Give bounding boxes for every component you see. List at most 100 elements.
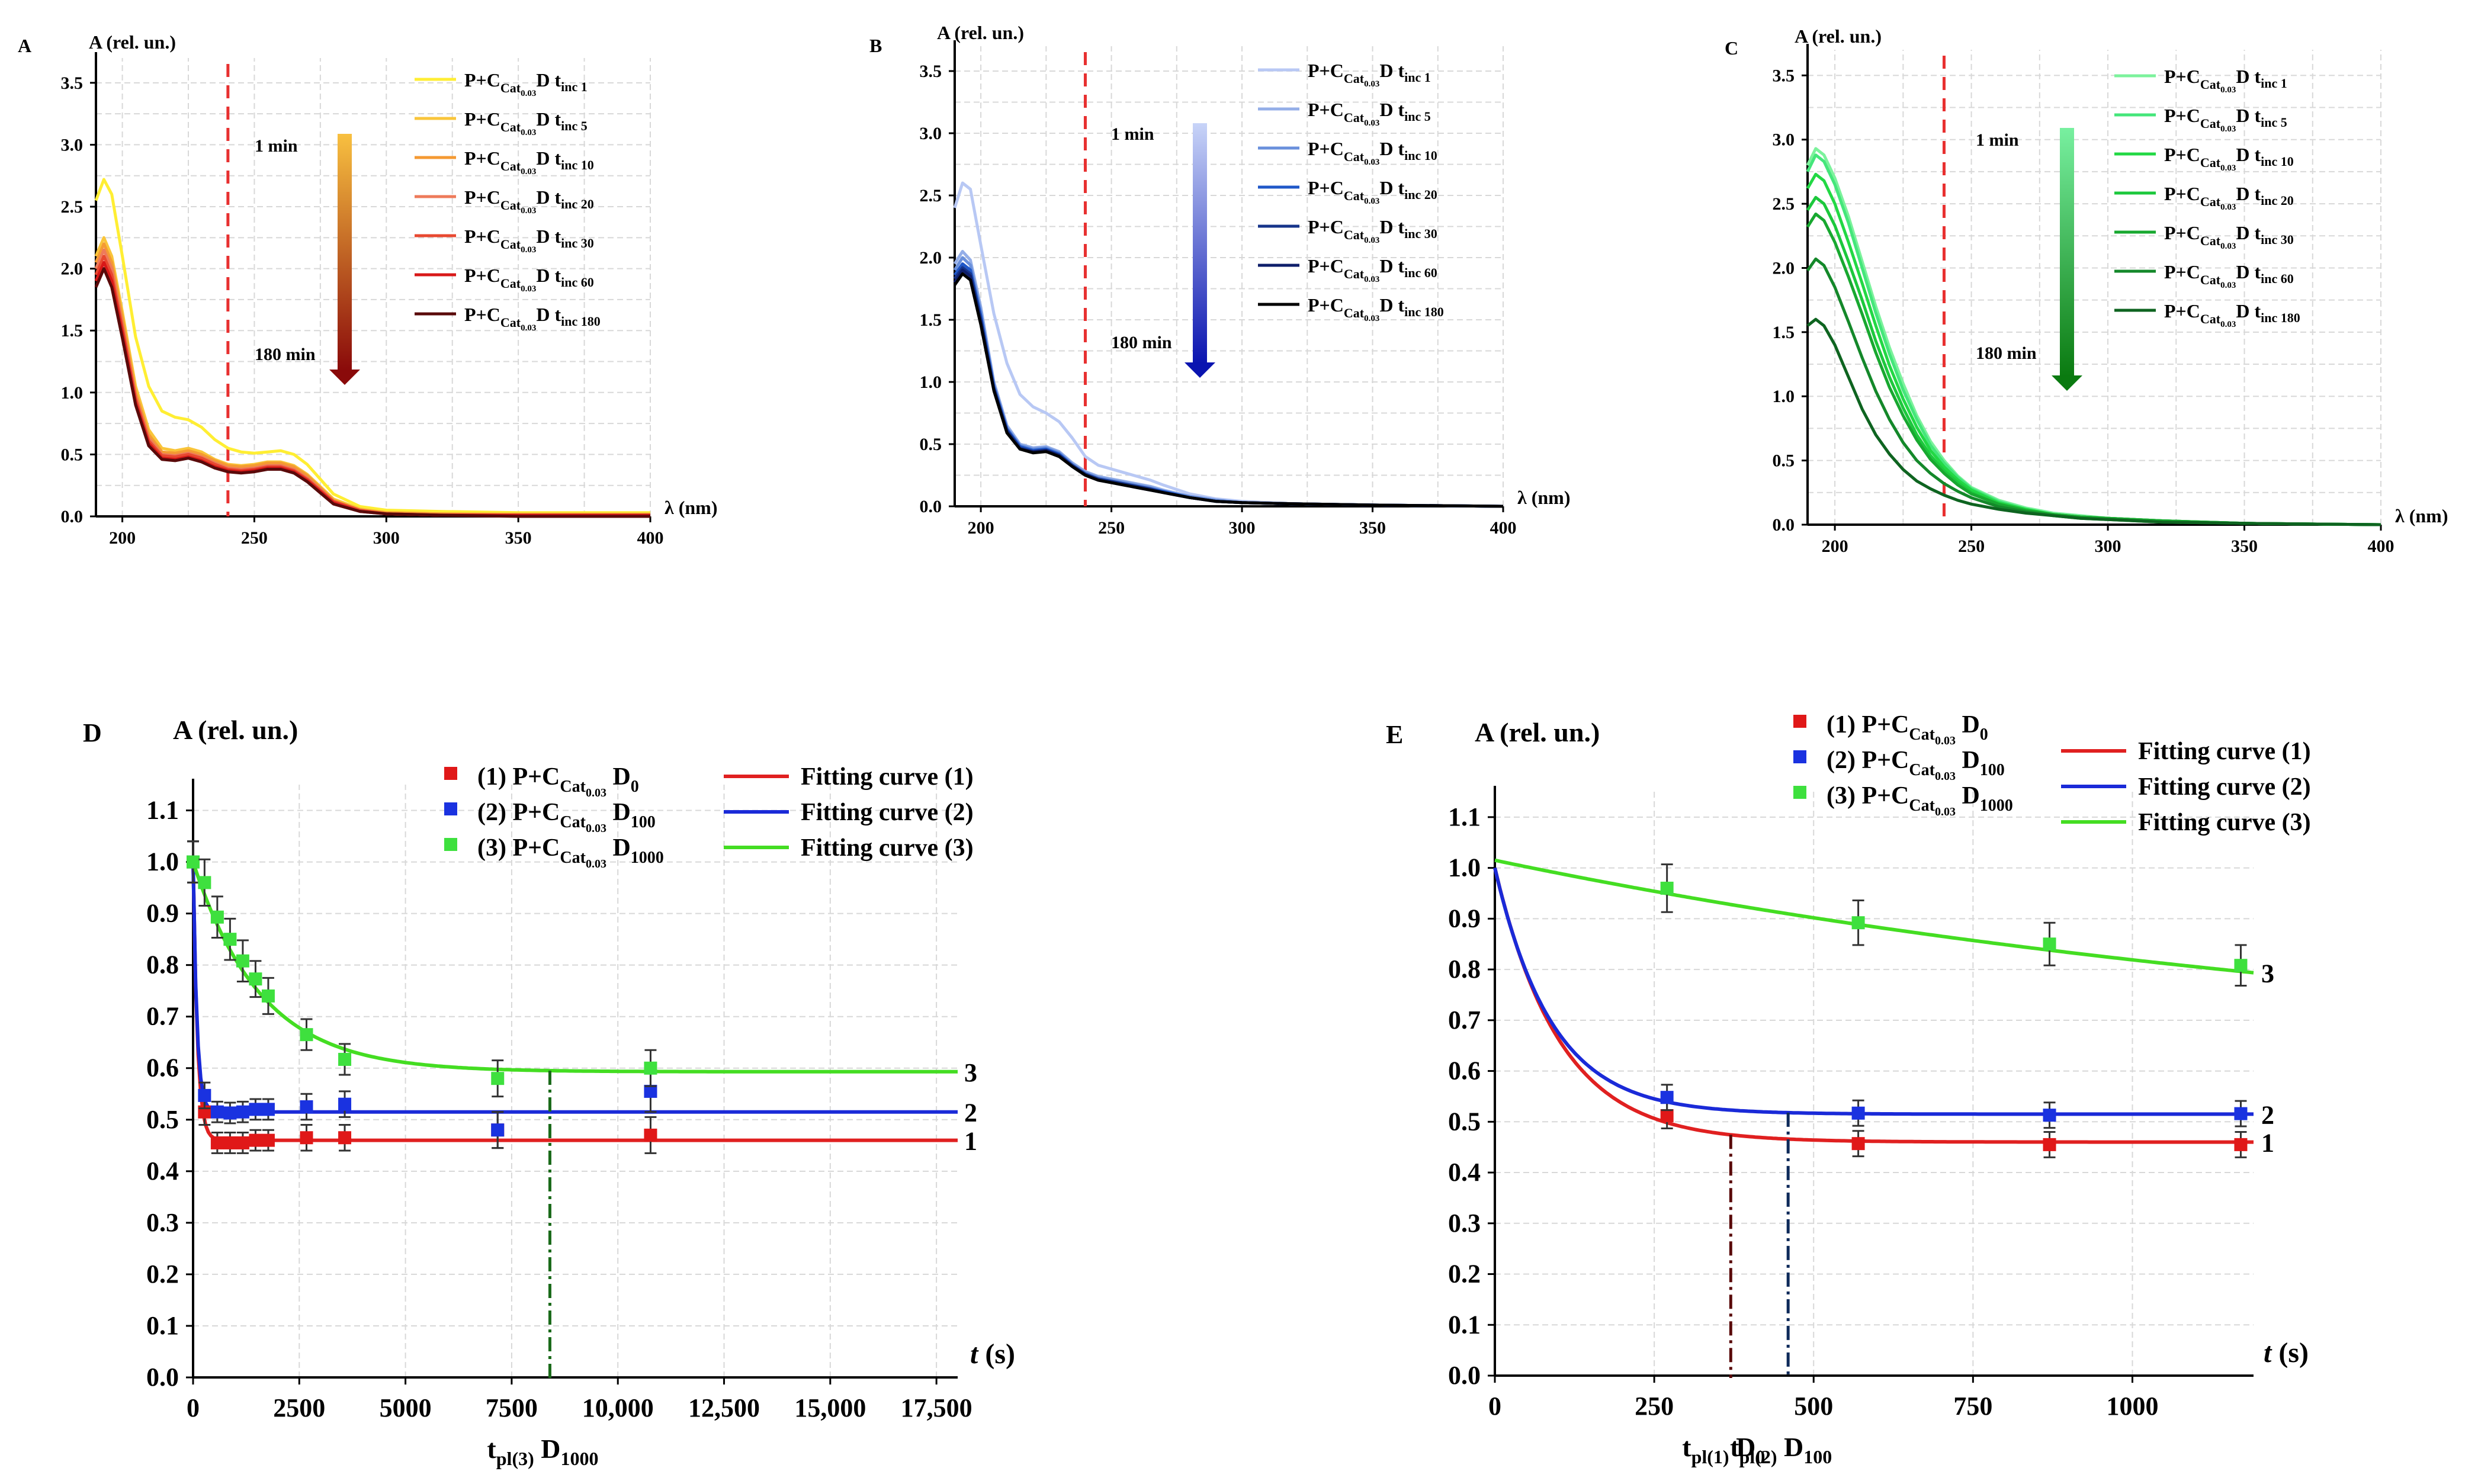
legend-marker	[1793, 786, 1806, 799]
panel-d: 0.00.10.20.30.40.50.60.70.80.91.01.10 250…	[83, 715, 1015, 1469]
legend-entry: P+CCat0.03D tinc 5	[1308, 99, 1431, 128]
data-point	[300, 1131, 313, 1145]
x-tick-label: 400	[2368, 537, 2394, 556]
y-axis-label: A (rel. un.)	[1795, 25, 1882, 47]
spectrum-line	[94, 267, 650, 518]
data-point	[198, 1088, 211, 1102]
legend-entry: P+CCat0.03D tinc 1	[2164, 66, 2287, 95]
curve-label: 2	[2261, 1100, 2274, 1129]
data-point	[300, 1100, 313, 1114]
y-tick-label: 1.0	[1448, 853, 1481, 882]
data-point	[644, 1128, 657, 1142]
data-point	[210, 910, 224, 924]
y-tick-label: 0.0	[1448, 1361, 1481, 1390]
data-point	[338, 1131, 352, 1145]
y-tick-label: 0.9	[1448, 904, 1481, 933]
y-tick-label: 0.6	[1448, 1056, 1481, 1085]
y-tick-label: 0.8	[1448, 955, 1481, 984]
y-tick-label: 0.7	[146, 1002, 179, 1031]
x-axis-label: λ (nm)	[2395, 505, 2448, 526]
legend-marker	[444, 802, 457, 815]
legend-points: (1) P+CCat0.03 D0(2) P+CCat0.03 D100(3) …	[1793, 711, 2013, 818]
data-point	[210, 1105, 224, 1119]
legend-entry: P+CCat0.03D tinc 10	[1308, 138, 1437, 167]
y-tick-label: 0.0	[146, 1363, 179, 1392]
curve-label: 2	[964, 1098, 977, 1128]
spectrum-line	[1806, 147, 2381, 526]
x-tick-label: 250	[1958, 537, 1985, 556]
data-point	[2234, 959, 2248, 972]
legend-entry: (1) P+CCat0.03 D0	[1827, 711, 1988, 747]
x-axis-label: t (s)	[2264, 1337, 2309, 1369]
legend-entry: Fitting curve (2)	[801, 799, 974, 826]
spectrum-line	[953, 272, 1504, 508]
y-tick-label: 0.5	[1448, 1107, 1481, 1136]
spectrum-line	[94, 178, 650, 515]
data-point	[261, 1103, 275, 1116]
x-tick-label: 0	[1488, 1392, 1501, 1421]
curve-label: 3	[964, 1058, 977, 1087]
panel-e: 0.00.10.20.30.40.50.60.70.80.91.01.10 250…	[1386, 711, 2311, 1467]
y-tick-label: 3.5	[61, 73, 84, 93]
y-tick-label: 1.0	[146, 847, 179, 876]
spectrum-line	[1806, 257, 2381, 526]
data-point	[223, 933, 237, 946]
legend-entry: P+CCat0.03D tinc 20	[1308, 177, 1437, 206]
x-tick-label: 300	[2095, 537, 2121, 556]
data-point	[261, 1133, 275, 1147]
fitting-curve	[1493, 867, 2254, 1144]
legend-entry: P+CCat0.03D tinc 180	[1308, 294, 1444, 323]
legend-entry: Fitting curve (1)	[801, 763, 974, 791]
data-point	[644, 1061, 657, 1075]
legend-marker	[1793, 750, 1806, 763]
arrow-label-end: 180 min	[255, 345, 316, 364]
y-tick-label: 3.5	[1773, 66, 1795, 85]
data-point	[1851, 916, 1865, 930]
legend-fits: Fitting curve (1) Fitting curve (2) Fittin…	[2061, 738, 2311, 836]
legend-entry: P+CCat0.03D tinc 180	[464, 304, 601, 333]
y-tick-label: 0.7	[1448, 1006, 1481, 1035]
spectrum-line	[1806, 212, 2381, 526]
x-tick-label: 7500	[486, 1393, 538, 1422]
y-axis-label: A (rel. un.)	[173, 715, 298, 745]
legend-entry: P+CCat0.03D tinc 10	[2164, 144, 2294, 173]
legend-entry: P+CCat0.03D tinc 30	[2164, 222, 2294, 251]
y-axis-label: A (rel. un.)	[937, 22, 1024, 43]
legend-entry: Fitting curve (1)	[2138, 738, 2311, 765]
arrow-shaft	[2060, 128, 2074, 377]
plateau-label: tpl(1) D0	[1682, 1432, 1765, 1467]
legend-entry: (1) P+CCat0.03 D0	[477, 763, 639, 799]
y-axis-label: A (rel. un.)	[1475, 717, 1600, 747]
y-tick-label: 0.2	[1448, 1260, 1481, 1289]
panel-letter: B	[869, 35, 882, 56]
legend-entry: P+CCat0.03D tinc 1	[1308, 60, 1431, 89]
y-tick-label: 3.0	[61, 135, 84, 155]
x-axis-label: λ (nm)	[665, 497, 717, 518]
x-axis-label: t (s)	[970, 1338, 1015, 1370]
y-tick-label: 0.6	[146, 1053, 179, 1083]
arrow-head	[1185, 362, 1215, 378]
legend: P+CCat0.03D tinc 1 P+CCat0.03D tinc 5 P+CC…	[2114, 66, 2300, 329]
x-tick-label: 200	[109, 528, 136, 548]
spectrum-line	[953, 250, 1504, 508]
y-tick-label: 1.0	[61, 383, 84, 403]
legend-marker	[444, 767, 457, 780]
arrow-label-end: 180 min	[1976, 343, 2037, 363]
y-tick-label: 0.2	[146, 1260, 179, 1289]
legend-entry: P+CCat0.03D tinc 60	[464, 265, 594, 294]
legend-entry: P+CCat0.03D tinc 30	[1308, 216, 1437, 245]
y-tick-label: 0.0	[1773, 515, 1795, 535]
legend-points: (1) P+CCat0.03 D0(2) P+CCat0.03 D100(3) …	[444, 763, 664, 871]
spectrum-line	[94, 248, 650, 517]
panel-b: 0.0 0.5 1.0 1.5 2.0 2.5 3.0 3.5 200 250 300 350 400 B…	[869, 22, 1570, 538]
time-arrow	[2052, 128, 2082, 391]
x-tick-label: 350	[505, 528, 532, 548]
fitting-curve	[191, 862, 958, 1114]
legend-marker	[1793, 715, 1806, 728]
data-point	[187, 855, 200, 869]
legend-entry: P+CCat0.03D tinc 10	[464, 147, 594, 176]
legend-fits: Fitting curve (1) Fitting curve (2) Fittin…	[724, 763, 974, 862]
data-point	[249, 972, 262, 986]
x-tick-label: 250	[1098, 518, 1125, 538]
